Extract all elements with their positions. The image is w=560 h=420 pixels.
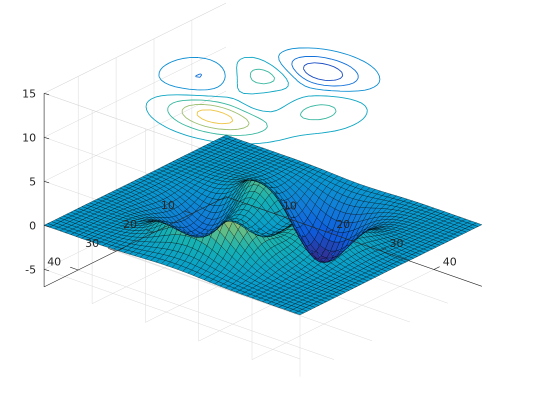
- z-tick-label: 0: [29, 219, 36, 232]
- x-tick-mark: [273, 210, 280, 214]
- z-tick-mark: [44, 93, 50, 96]
- x-tick-label: 40: [443, 256, 457, 269]
- grid-line: [43, 46, 227, 138]
- z-tick-label: -5: [25, 263, 36, 276]
- y-tick-mark: [70, 266, 79, 271]
- grid-line: [251, 269, 435, 360]
- z-tick-mark: [44, 137, 50, 140]
- grid-line: [44, 269, 301, 360]
- x-tick-mark: [327, 229, 334, 233]
- x-tick-label: 20: [336, 218, 350, 231]
- z-tick-mark: [44, 269, 50, 272]
- x-tick-mark: [380, 247, 387, 252]
- y-tick-label: 30: [85, 237, 99, 250]
- contour-level--5: [302, 62, 344, 82]
- y-tick-label: 10: [161, 199, 175, 212]
- grid-line: [116, 250, 373, 342]
- x-tick-mark: [433, 266, 440, 270]
- grid-line: [78, 269, 335, 360]
- contour-level-1: [145, 56, 368, 145]
- y-tick-mark: [145, 229, 155, 233]
- contour-plane: [145, 47, 381, 145]
- y-tick-mark: [183, 210, 192, 214]
- contour-level-3: [167, 68, 337, 136]
- contour-level--1: [158, 47, 381, 92]
- x-tick-label: 10: [283, 200, 297, 213]
- x-axis-line: [225, 196, 482, 287]
- y-tick-label: 40: [47, 256, 61, 269]
- y-axis-line: [43, 196, 227, 288]
- contour-level-7: [196, 109, 234, 125]
- z-tick-label: 15: [22, 87, 36, 100]
- grid-line: [43, 90, 227, 182]
- contour-level--3: [195, 55, 359, 87]
- z-tick-label: 5: [29, 175, 36, 188]
- y-tick-mark: [108, 248, 117, 252]
- z-tick-label: 10: [22, 131, 36, 144]
- surface-patch: [472, 222, 483, 227]
- surface-mesh: [43, 134, 483, 316]
- axes: 10 20 30 40 10 20 30 40 -5 0 5 10 15: [22, 87, 482, 288]
- z-tick-mark: [44, 225, 50, 228]
- box-edge: [43, 2, 227, 94]
- x-tick-label: 30: [390, 237, 404, 250]
- z-tick-mark: [44, 181, 50, 184]
- contour-level-5: [181, 104, 250, 131]
- y-tick-label: 20: [123, 218, 137, 231]
